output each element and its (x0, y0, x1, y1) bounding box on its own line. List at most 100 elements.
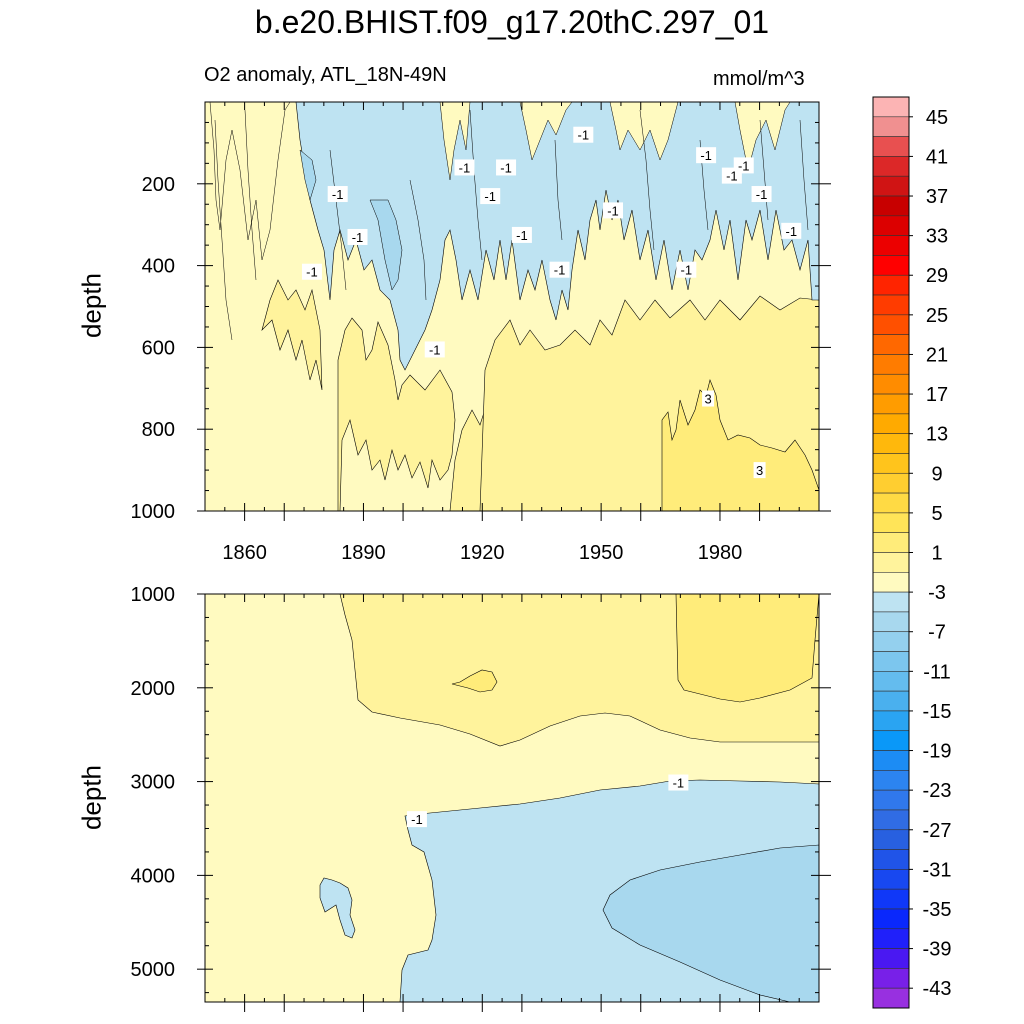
contour-label: -1 (516, 228, 528, 243)
colorbar-swatch (872, 373, 910, 395)
colorbar-swatch (872, 393, 910, 415)
colorbar-swatch (872, 433, 910, 454)
upper-tongue-2 (439, 102, 471, 181)
colorbar-swatch (872, 453, 910, 474)
colorbar-label: 5 (931, 503, 942, 525)
units-label: mmol/m^3 (713, 68, 805, 90)
colorbar-swatch (872, 651, 910, 672)
contour-label: -1 (681, 263, 693, 278)
colorbar-swatch (872, 215, 910, 236)
colorbar-swatch (872, 631, 910, 652)
colorbar: 45 41 37 33 29 25 21 17 13 9 5 1 -3 -7 -11 -15 -19 -23 -27… (872, 96, 952, 1009)
y-tick-label: 600 (142, 337, 175, 359)
x-tick-label: 1890 (341, 542, 386, 564)
contour-label-bg (301, 263, 322, 280)
contour-label-bg (721, 167, 742, 184)
contour-label: -1 (726, 169, 738, 184)
upper-contour-labels: -1-1-1-1 -1-1-1 -1 -1-1-1 -1 -1-1 -1 -1-133 (301, 126, 802, 479)
contour-label-bg (702, 390, 715, 407)
colorbar-swatch (872, 611, 910, 633)
y-tick-label: 4000 (131, 865, 176, 887)
colorbar-label: -35 (923, 899, 952, 921)
contour-label: -1 (306, 265, 318, 280)
contour-label-bg (347, 228, 368, 245)
chart-title: b.e20.BHIST.f09_g17.20thC.297_01 (254, 4, 770, 40)
y-tick-label: 5000 (131, 959, 176, 981)
colorbar-label: -7 (928, 622, 946, 644)
colorbar-label: -15 (923, 701, 952, 723)
colorbar-swatch (872, 809, 910, 831)
colorbar-swatch (872, 671, 910, 692)
colorbar-label: 13 (926, 424, 948, 446)
contour-label: -1 (738, 158, 750, 173)
contour-label-bg (454, 159, 475, 176)
y-tick-label: 400 (142, 256, 175, 278)
colorbar-swatch (872, 492, 910, 514)
y-tick-label: 200 (142, 174, 175, 196)
colorbar-label: 1 (931, 543, 942, 565)
colorbar-label: 29 (926, 265, 948, 287)
colorbar-label: -31 (923, 859, 952, 881)
contour-label: -1 (459, 160, 471, 175)
colorbar-label: -39 (923, 939, 952, 961)
colorbar-swatch (872, 235, 910, 256)
upper-tongue-4 (609, 102, 679, 161)
colorbar-swatch (872, 928, 910, 949)
colorbar-swatch (872, 314, 910, 335)
colorbar-swatch (872, 829, 910, 850)
contour-label-bg (603, 202, 624, 219)
lower-blob-3to5 (451, 669, 498, 693)
lower-panel-plot (205, 594, 819, 1002)
colorbar-swatch (872, 136, 910, 157)
colorbar-label: 17 (926, 384, 948, 406)
lower-contour-labels: -1 -1 (406, 774, 689, 828)
contour-label-bg (668, 774, 689, 791)
upper-region-3to5 (661, 379, 819, 511)
y-tick-label: 1000 (131, 584, 176, 606)
colorbar-label: 45 (926, 107, 948, 129)
contour-label: -1 (429, 342, 441, 357)
chart-subtitle: O2 anomaly, ATL_18N-49N (204, 64, 447, 86)
upper-tongue-3 (519, 102, 573, 161)
contour-label: -1 (700, 148, 712, 163)
colorbar-swatch (872, 730, 910, 751)
colorbar-label: 25 (926, 305, 948, 327)
colorbar-label: -19 (923, 741, 952, 763)
contour-label: -1 (607, 203, 619, 218)
contour-label: -1 (785, 224, 797, 239)
contour-label: -1 (554, 263, 566, 278)
colorbar-swatch (872, 987, 910, 1009)
colorbar-label: -23 (923, 780, 952, 802)
y-tick-label: 1000 (131, 501, 176, 523)
colorbar-swatch (872, 195, 910, 217)
colorbar-swatch (872, 948, 910, 969)
contour-label: -1 (332, 187, 344, 202)
upper-axis-ticks: 1860 1890 1920 1950 1980 200 400 600 800 1000 (131, 101, 831, 564)
lower-region-3to5 (675, 594, 819, 703)
colorbar-swatch (872, 869, 910, 890)
upper-tongue-5 (734, 102, 791, 171)
contour-label-bg (327, 186, 348, 203)
colorbar-swatch (872, 908, 910, 930)
contour-label-bg (696, 147, 717, 164)
contour-label-bg (511, 226, 532, 243)
colorbar-label: 21 (926, 344, 948, 366)
upper-core-1 (369, 199, 403, 291)
colorbar-swatch (872, 789, 910, 811)
upper-tongue-1 (209, 102, 291, 261)
contour-label-bg (480, 188, 501, 205)
contour-label-bg (406, 811, 427, 828)
contour-label: -1 (578, 128, 590, 143)
colorbar-swatch (872, 552, 910, 573)
colorbar-swatch (872, 96, 910, 118)
contour-label: 3 (704, 392, 711, 407)
colorbar-label: -43 (923, 978, 952, 1000)
contour-label: -1 (500, 160, 512, 175)
contour-label-bg (753, 462, 766, 479)
colorbar-swatch (872, 294, 910, 316)
colorbar-label: 37 (926, 186, 948, 208)
colorbar-swatch (872, 849, 910, 870)
contour-label: -1 (673, 776, 685, 791)
upper-region-1to3 (337, 317, 456, 511)
